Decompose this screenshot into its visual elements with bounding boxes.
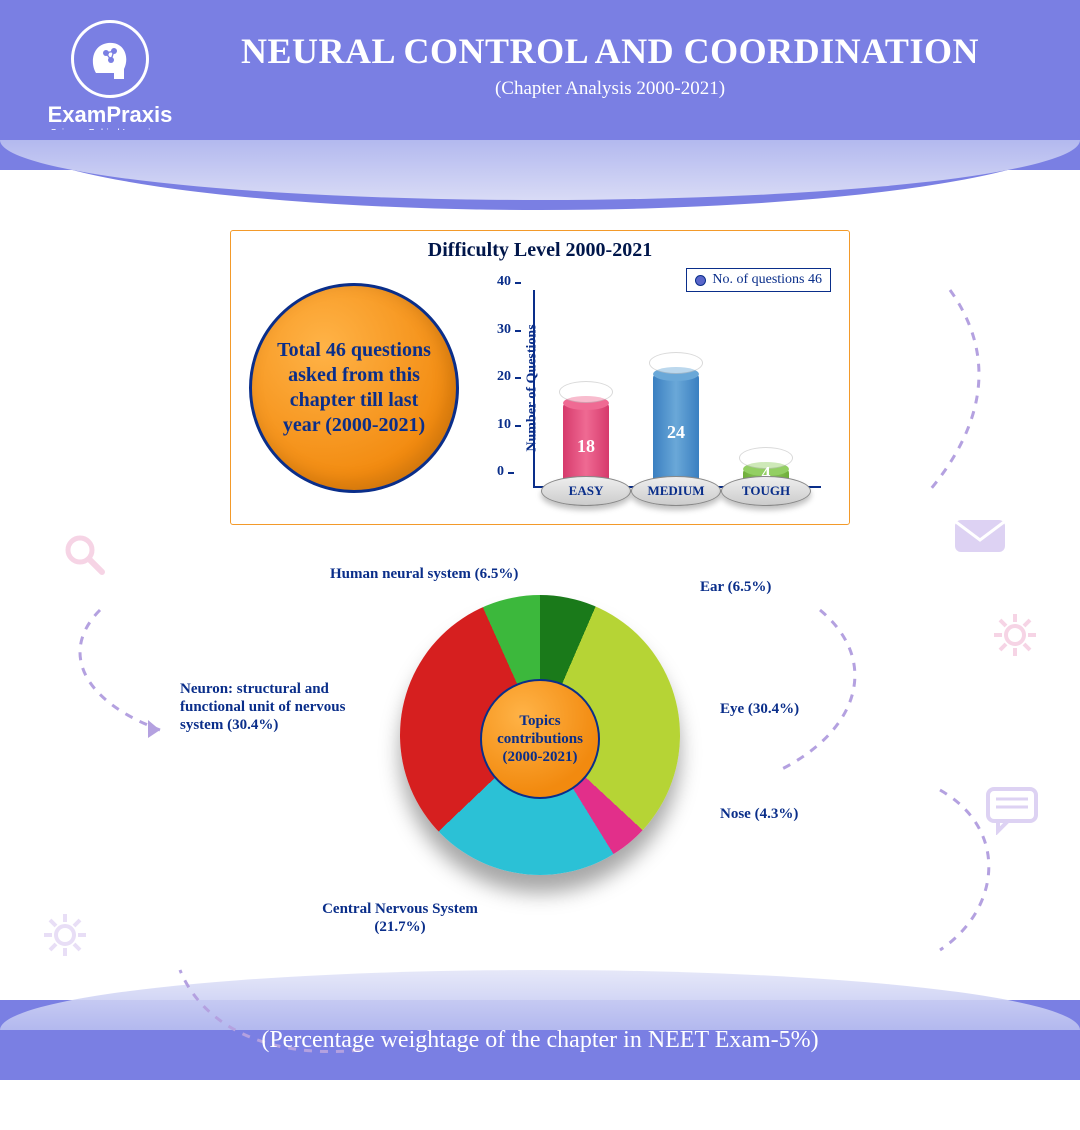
y-tick: 40 (497, 274, 511, 290)
brain-logo-icon (71, 20, 149, 98)
brand-name: ExamPraxis (48, 102, 173, 128)
bar: 4TOUGH (743, 469, 789, 488)
brand-tagline: Science Behind Learning... (50, 128, 170, 139)
page-subtitle: (Chapter Analysis 2000-2021) (180, 78, 1040, 100)
difficulty-panel: Difficulty Level 2000-2021 Total 46 ques… (230, 230, 850, 525)
header-banner: ExamPraxis Science Behind Learning... NE… (0, 0, 1080, 170)
y-tick: 10 (497, 417, 511, 433)
title-block: NEURAL CONTROL AND COORDINATION (Chapter… (180, 20, 1040, 100)
bar-category-label: TOUGH (721, 476, 811, 506)
header-wave-decoration (0, 140, 1080, 200)
bar-chart: No. of questions 46 Number of Questions … (479, 268, 831, 508)
bar: 24MEDIUM (653, 374, 699, 488)
y-axis-line (533, 290, 535, 488)
pie-chart: Topics contributions (2000-2021) (390, 595, 690, 895)
y-tick: 30 (497, 322, 511, 338)
legend-label: No. of questions 46 (712, 272, 822, 288)
bar-category-label: EASY (541, 476, 631, 506)
bar-chart-title: Difficulty Level 2000-2021 (249, 239, 831, 262)
footer-text: (Percentage weightage of the chapter in … (261, 1027, 818, 1054)
pie-section: Topics contributions (2000-2021) (0, 565, 1080, 985)
y-tick: 20 (497, 369, 511, 385)
page-title: NEURAL CONTROL AND COORDINATION (180, 30, 1040, 72)
bar-category-label: MEDIUM (631, 476, 721, 506)
bar-value: 24 (653, 422, 699, 443)
brand-logo-block: ExamPraxis Science Behind Learning... (40, 20, 180, 139)
total-questions-badge: Total 46 questions asked from this chapt… (249, 283, 459, 493)
bar-plot-area: 010203040 18EASY24MEDIUM4TOUGH (533, 296, 821, 488)
bar-chart-legend: No. of questions 46 (686, 268, 831, 292)
bar: 18EASY (563, 403, 609, 489)
pie-center-label: Topics contributions (2000-2021) (480, 679, 600, 799)
y-tick: 0 (497, 464, 504, 480)
content-area: Difficulty Level 2000-2021 Total 46 ques… (0, 230, 1080, 985)
legend-swatch-icon (695, 275, 706, 286)
bar-value: 18 (563, 436, 609, 457)
